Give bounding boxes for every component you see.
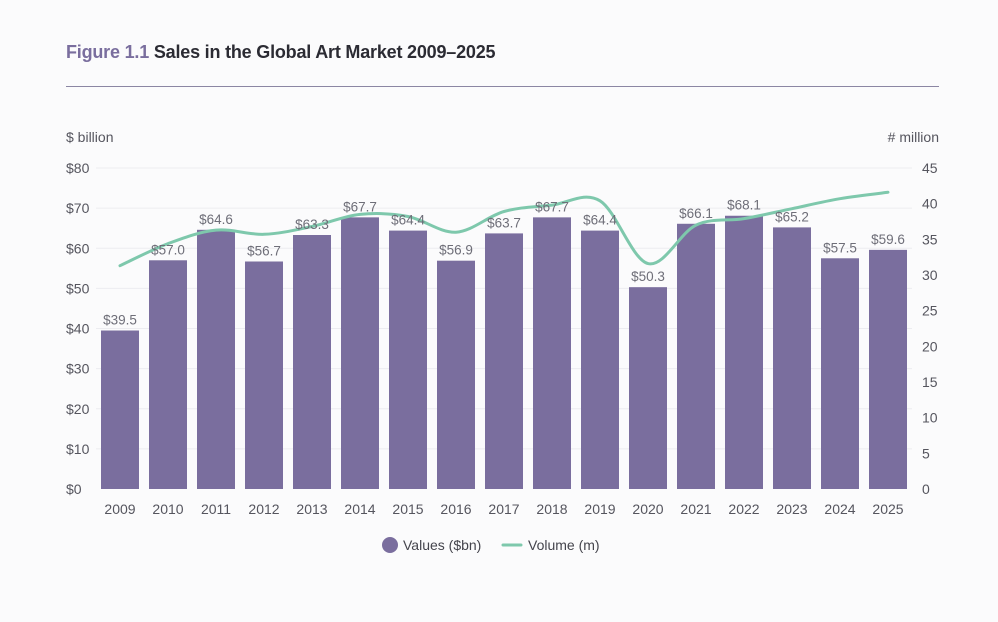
x-tick-label: 2009 bbox=[104, 501, 135, 517]
bar-2022 bbox=[725, 215, 763, 489]
y-left-tick-label: $40 bbox=[66, 321, 90, 337]
line-series bbox=[118, 190, 890, 268]
x-tick-label: 2012 bbox=[248, 501, 279, 517]
data-label-2012: $56.7 bbox=[247, 243, 281, 258]
x-tick-label: 2018 bbox=[536, 501, 567, 517]
y-axis-left-label: $ billion bbox=[66, 129, 113, 145]
y-right-tick-label: 10 bbox=[922, 410, 938, 426]
x-tick-label: 2025 bbox=[872, 501, 903, 517]
data-label-2015: $64.4 bbox=[391, 213, 425, 228]
bar-2021 bbox=[677, 223, 715, 489]
legend-volume-label: Volume (m) bbox=[528, 537, 600, 553]
bar-2011 bbox=[197, 229, 235, 490]
y-right-tick-label: 5 bbox=[922, 445, 930, 461]
y-left-tick-label: $60 bbox=[66, 240, 90, 256]
x-tick-label: 2013 bbox=[296, 501, 327, 517]
y-axis-left: $0 $10 $20 $30 $40 $50 $60 $70 $80 bbox=[66, 160, 90, 497]
data-label-2014: $67.7 bbox=[343, 199, 377, 214]
data-label-2021: $66.1 bbox=[679, 206, 713, 221]
x-tick-label: 2020 bbox=[632, 501, 663, 517]
x-tick-label: 2010 bbox=[152, 501, 183, 517]
y-right-tick-label: 0 bbox=[922, 481, 930, 497]
y-axis-right-label: # million bbox=[888, 129, 939, 145]
y-left-tick-label: $10 bbox=[66, 441, 90, 457]
bar-2015 bbox=[389, 230, 427, 489]
x-tick-label: 2016 bbox=[440, 501, 471, 517]
x-tick-label: 2011 bbox=[201, 501, 231, 517]
x-axis: 2009 2010 2011 2012 2013 2014 2015 2016 2017 2018… bbox=[104, 501, 903, 517]
bar-2018 bbox=[533, 217, 571, 489]
x-tick-label: 2021 bbox=[680, 501, 711, 517]
figure-number: Figure 1.1 bbox=[66, 42, 150, 62]
x-tick-label: 2014 bbox=[344, 501, 375, 517]
y-left-tick-label: $50 bbox=[66, 280, 90, 296]
data-label-2022: $68.1 bbox=[727, 198, 761, 213]
bar-2012 bbox=[245, 261, 283, 489]
bar-series bbox=[101, 215, 907, 490]
x-tick-label: 2015 bbox=[392, 501, 423, 517]
bar-2010 bbox=[149, 260, 187, 489]
y-left-tick-label: $20 bbox=[66, 401, 90, 417]
y-right-tick-label: 40 bbox=[922, 196, 938, 212]
bar-2025 bbox=[869, 249, 907, 489]
bar-2019 bbox=[581, 230, 619, 489]
bar-2020 bbox=[629, 287, 667, 489]
y-right-tick-label: 35 bbox=[922, 231, 938, 247]
volume-line bbox=[118, 190, 890, 268]
y-left-tick-label: $30 bbox=[66, 361, 90, 377]
x-tick-label: 2023 bbox=[776, 501, 807, 517]
y-right-tick-label: 15 bbox=[922, 374, 938, 390]
bar-2017 bbox=[485, 233, 523, 489]
data-label-2025: $59.6 bbox=[871, 232, 905, 247]
legend-values-label: Values ($bn) bbox=[403, 537, 481, 553]
data-label-2024: $57.5 bbox=[823, 240, 857, 255]
bar-2013 bbox=[293, 235, 331, 489]
y-right-tick-label: 45 bbox=[922, 160, 938, 176]
x-tick-label: 2022 bbox=[728, 501, 759, 517]
data-label-2017: $63.7 bbox=[487, 215, 521, 230]
y-left-tick-label: $80 bbox=[66, 160, 90, 176]
x-tick-label: 2017 bbox=[488, 501, 519, 517]
y-right-tick-label: 30 bbox=[922, 267, 938, 283]
data-label-2018: $67.7 bbox=[535, 199, 569, 214]
x-tick-label: 2019 bbox=[584, 501, 615, 517]
bar-2009 bbox=[101, 330, 139, 489]
legend: Values ($bn) Volume (m) bbox=[382, 537, 600, 553]
chart-title: Figure 1.1 Sales in the Global Art Marke… bbox=[66, 42, 496, 63]
data-label-2016: $56.9 bbox=[439, 243, 473, 258]
y-right-tick-label: 20 bbox=[922, 338, 938, 354]
figure-title: Sales in the Global Art Market 2009–2025 bbox=[153, 42, 496, 62]
bar-2016 bbox=[437, 260, 475, 489]
data-label-2009: $39.5 bbox=[103, 313, 137, 328]
data-label-2010: $57.0 bbox=[151, 242, 185, 257]
bar-2014 bbox=[341, 217, 379, 489]
data-label-2019: $64.4 bbox=[583, 213, 617, 228]
bar-2023 bbox=[773, 227, 811, 489]
y-axis-right: 0 5 10 15 20 25 30 35 40 45 bbox=[922, 160, 938, 497]
data-label-2011: $64.6 bbox=[199, 212, 233, 227]
data-label-2013: $63.3 bbox=[295, 217, 329, 232]
bar-2024 bbox=[821, 258, 859, 489]
y-left-tick-label: $0 bbox=[66, 481, 82, 497]
x-tick-label: 2024 bbox=[824, 501, 855, 517]
y-left-tick-label: $70 bbox=[66, 200, 90, 216]
data-label-2020: $50.3 bbox=[631, 269, 665, 284]
y-right-tick-label: 25 bbox=[922, 303, 938, 319]
data-label-2023: $65.2 bbox=[775, 209, 809, 224]
title-divider bbox=[66, 86, 939, 87]
data-labels: $39.5 $57.0 $64.6 $56.7 $63.3 $67.7 $64.4 $56.9… bbox=[103, 198, 905, 328]
legend-values-marker bbox=[382, 537, 398, 553]
